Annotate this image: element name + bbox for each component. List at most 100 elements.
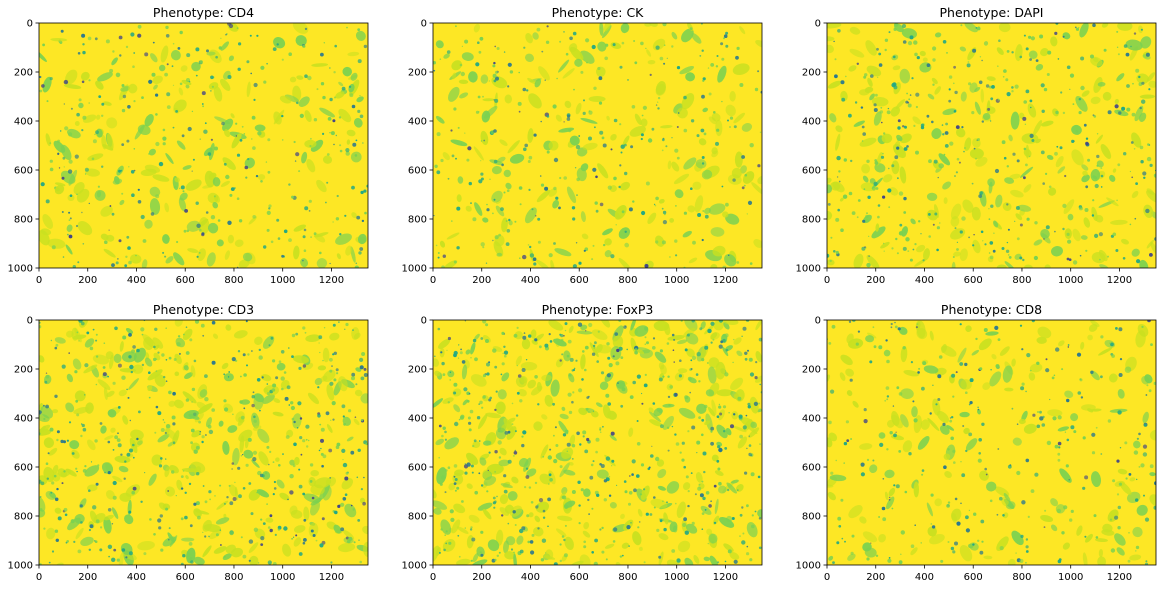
tissue-patch xyxy=(715,119,723,137)
cell-dot xyxy=(112,449,115,451)
tissue-patch xyxy=(228,55,234,62)
cell-dot xyxy=(320,82,325,86)
tissue-patch xyxy=(1097,556,1107,565)
tissue-patch xyxy=(1080,235,1088,240)
tissue-patch xyxy=(696,403,707,414)
cell-dot xyxy=(879,110,884,114)
tissue-patch xyxy=(110,427,116,433)
cell-dot xyxy=(540,120,542,123)
tissue-patch xyxy=(527,128,534,143)
cell-dot xyxy=(603,243,606,247)
cell-dot xyxy=(587,498,590,502)
cell-dot xyxy=(633,488,637,493)
cell-dot xyxy=(335,445,340,450)
cell-dot xyxy=(558,206,561,210)
tissue-patch xyxy=(249,555,259,565)
tissue-patch xyxy=(465,205,472,212)
tissue-patch xyxy=(246,81,251,98)
cell-dot xyxy=(256,491,259,494)
x-tick-label: 600 xyxy=(964,275,983,286)
cell-dot xyxy=(971,182,974,185)
tissue-patch xyxy=(292,23,309,34)
tissue-patch xyxy=(448,86,460,102)
cell-dot xyxy=(920,542,922,544)
cell-dot xyxy=(716,561,720,564)
cell-dot xyxy=(494,98,499,103)
cell-dot xyxy=(595,209,599,213)
cell-dot xyxy=(746,552,750,556)
tissue-patch xyxy=(186,547,196,564)
tissue-patch xyxy=(1011,530,1024,546)
cell-dot xyxy=(916,56,920,60)
cell-dot xyxy=(1030,106,1032,109)
tissue-patch xyxy=(704,420,711,426)
cell-dot xyxy=(959,230,963,234)
cell-dot xyxy=(1091,432,1096,437)
cell-dot xyxy=(68,234,73,239)
cell-dot xyxy=(357,28,361,31)
cell-dot xyxy=(835,250,839,255)
cell-dot xyxy=(837,516,842,521)
cell-dot xyxy=(190,441,194,445)
cell-dot xyxy=(571,490,576,494)
cell-dot xyxy=(475,110,480,114)
x-tick-label: 800 xyxy=(224,275,243,286)
tissue-patch xyxy=(49,492,57,499)
cell-dot xyxy=(951,373,956,378)
tissue-patch xyxy=(884,491,889,501)
cell-dot xyxy=(1092,199,1095,202)
cell-dot xyxy=(40,481,45,486)
cell-dot xyxy=(71,452,75,455)
cell-dot xyxy=(640,463,645,467)
tissue-patch xyxy=(602,25,612,39)
cell-dot xyxy=(88,528,91,532)
cell-dot xyxy=(1002,76,1005,78)
tissue-patch xyxy=(335,91,345,99)
cell-dot xyxy=(548,253,553,258)
cell-dot xyxy=(171,470,175,474)
cell-dot xyxy=(651,127,655,131)
cell-dot xyxy=(451,220,453,222)
cell-dot xyxy=(989,255,994,260)
cell-dot xyxy=(225,174,230,180)
cell-dot xyxy=(1042,182,1045,185)
tissue-patch xyxy=(289,459,296,466)
cell-dot xyxy=(641,392,643,395)
tissue-patch xyxy=(934,86,941,95)
tissue-patch xyxy=(525,33,533,44)
tissue-patch xyxy=(649,419,663,427)
cell-dot xyxy=(593,86,597,91)
cell-dot xyxy=(601,526,604,530)
tissue-patch xyxy=(147,369,163,381)
cell-dot xyxy=(171,415,176,420)
y-tick-label: 200 xyxy=(14,365,33,376)
cell-dot xyxy=(883,250,885,252)
tissue-patch xyxy=(455,558,471,565)
cell-dot xyxy=(272,562,277,565)
tissue-patch xyxy=(716,424,728,439)
cell-dot xyxy=(74,154,79,159)
cell-dot xyxy=(1141,325,1144,328)
cell-dot xyxy=(360,376,365,381)
tissue-patch xyxy=(687,205,696,213)
tissue-patch xyxy=(1072,228,1081,242)
cell-dot xyxy=(628,502,631,506)
cell-dot xyxy=(679,451,682,454)
cell-dot xyxy=(1135,182,1138,186)
cell-dot xyxy=(908,98,911,101)
y-tick-label: 0 xyxy=(421,316,427,327)
tissue-patch xyxy=(734,151,743,168)
tissue-patch xyxy=(548,320,564,331)
cell-dot xyxy=(1085,141,1089,146)
cell-dot xyxy=(713,484,717,488)
cell-dot xyxy=(898,231,904,236)
y-tick-label: 1000 xyxy=(796,264,821,275)
cell-dot xyxy=(182,554,186,558)
cell-dot xyxy=(702,77,706,81)
cell-dot xyxy=(1109,518,1113,521)
cell-dot xyxy=(344,328,346,330)
cell-dot xyxy=(60,130,62,132)
cell-dot xyxy=(492,496,496,500)
cell-dot xyxy=(521,435,524,438)
y-tick-label: 1000 xyxy=(402,264,427,275)
